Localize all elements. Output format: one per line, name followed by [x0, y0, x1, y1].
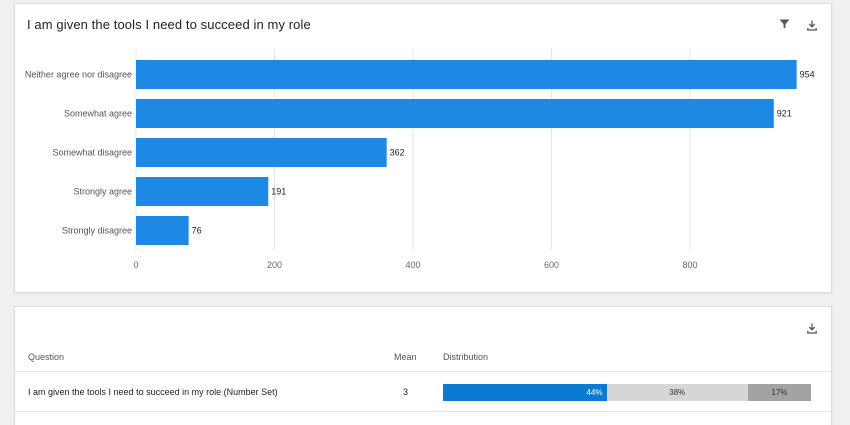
data-label: 921 — [777, 109, 792, 119]
distribution-segment: 44% — [443, 384, 607, 401]
bar — [136, 177, 269, 206]
chart-title: I am given the tools I need to succeed i… — [27, 17, 311, 32]
mean-cell: 3 — [403, 387, 409, 397]
x-tick-label: 0 — [133, 260, 138, 270]
bar — [136, 60, 797, 89]
download-icon[interactable] — [804, 320, 820, 336]
bar — [136, 99, 774, 128]
distribution-segment: 17% — [747, 384, 811, 401]
data-label: 191 — [271, 187, 286, 197]
x-tick-label: 600 — [544, 260, 559, 270]
filter-icon[interactable] — [776, 16, 792, 32]
download-icon[interactable] — [804, 17, 820, 33]
column-header-mean: Mean — [394, 352, 417, 362]
row-divider — [15, 411, 831, 412]
x-tick-label: 400 — [405, 260, 420, 270]
category-label: Somewhat disagree — [52, 148, 132, 158]
column-header-distribution: Distribution — [443, 352, 489, 362]
bar — [136, 138, 387, 167]
x-tick-label: 200 — [267, 260, 282, 270]
question-cell: I am given the tools I need to succeed i… — [28, 387, 278, 397]
category-label: Strongly agree — [73, 187, 132, 197]
distribution-segment: 38% — [606, 384, 748, 401]
x-tick-label: 800 — [682, 260, 697, 270]
header-divider — [15, 371, 831, 372]
table-card: Question Mean Distribution I am given th… — [14, 306, 832, 425]
bar — [136, 216, 189, 245]
distribution-bar: 44% 38% 17% — [443, 384, 811, 401]
chart-card: I am given the tools I need to succeed i… — [14, 3, 832, 293]
category-label: Somewhat agree — [64, 109, 132, 119]
data-label: 362 — [390, 148, 405, 158]
column-header-question: Question — [28, 352, 65, 362]
category-label: Neither agree nor disagree — [25, 70, 132, 80]
category-label: Strongly disagree — [62, 226, 132, 236]
data-label: 76 — [192, 226, 202, 236]
data-label: 954 — [800, 70, 815, 80]
bar-chart: 0 200 400 600 800 954 Neither agree nor disagr… — [25, 49, 815, 270]
